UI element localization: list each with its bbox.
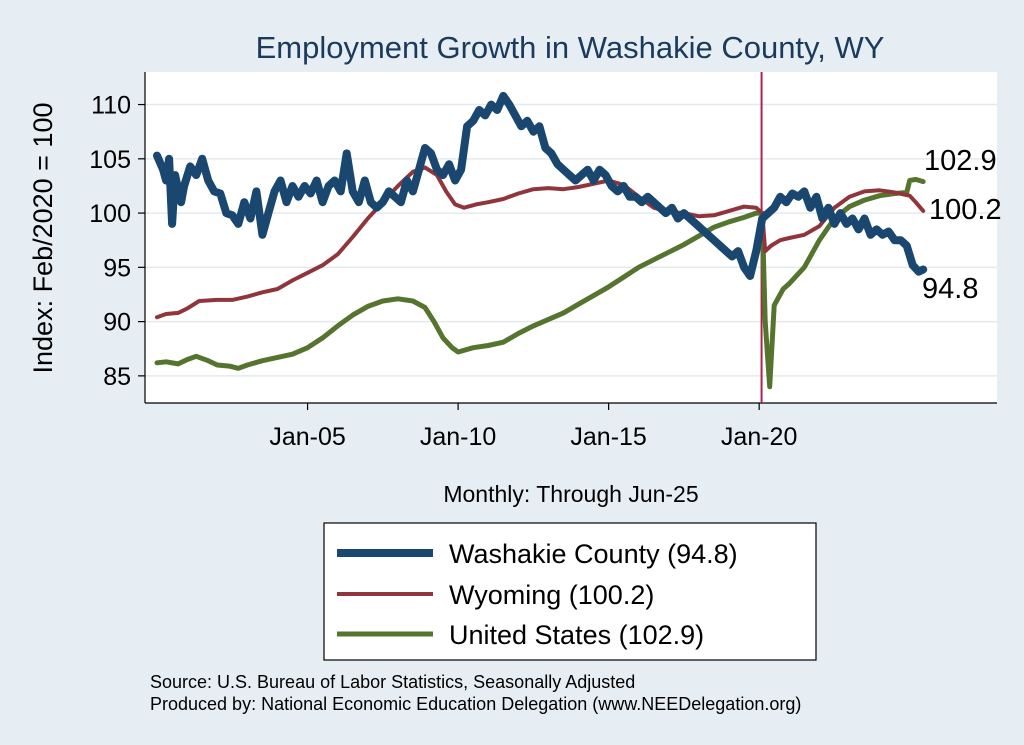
series-line xyxy=(155,165,926,320)
chart-title: Employment Growth in Washakie County, WY xyxy=(256,30,885,65)
legend-label: Wyoming (100.2) xyxy=(449,580,654,610)
series-line xyxy=(154,176,926,390)
end-value-label: 94.8 xyxy=(922,273,978,305)
plot-area xyxy=(145,72,997,403)
x-tick-label: Jan-20 xyxy=(721,423,797,451)
legend-label: United States (102.9) xyxy=(449,620,704,650)
y-tick-label: 90 xyxy=(103,309,131,337)
legend-label: Washakie County (94.8) xyxy=(449,539,738,569)
y-tick-label: 110 xyxy=(91,92,131,120)
end-value-label: 100.2 xyxy=(929,194,1002,226)
y-tick-label: 95 xyxy=(103,254,131,282)
y-tick-label: 100 xyxy=(89,200,131,228)
producer-note: Produced by: National Economic Education… xyxy=(150,694,801,714)
source-note: Source: U.S. Bureau of Labor Statistics,… xyxy=(150,672,635,692)
series-line xyxy=(153,91,928,280)
y-tick-label: 85 xyxy=(103,363,131,391)
x-tick-label: Jan-15 xyxy=(570,423,646,451)
series-lines xyxy=(153,91,928,390)
x-ticks: Jan-05 Jan-10 Jan-15 Jan-20 xyxy=(269,403,797,451)
y-ticks: 85 90 95 100 105 110 xyxy=(89,92,145,391)
legend-box xyxy=(323,522,817,661)
x-tick-label: Jan-10 xyxy=(420,423,496,451)
legend: Washakie County (94.8) Wyoming (100.2) Uni… xyxy=(337,539,738,650)
end-labels: 94.8 100.2 102.9 xyxy=(922,145,1002,305)
gridlines xyxy=(145,103,997,377)
y-axis-title: Index: Feb/2020 = 100 xyxy=(28,103,58,374)
end-value-label: 102.9 xyxy=(924,145,997,177)
x-axis-title: Monthly: Through Jun-25 xyxy=(443,481,698,507)
y-tick-label: 105 xyxy=(89,146,131,174)
x-tick-label: Jan-05 xyxy=(269,423,345,451)
